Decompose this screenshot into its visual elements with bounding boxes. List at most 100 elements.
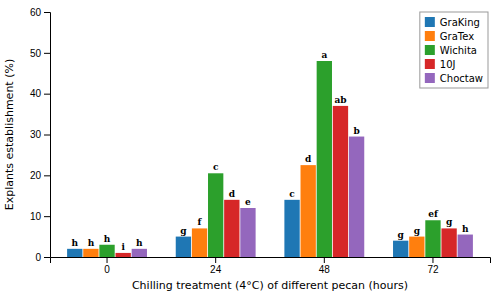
annotation: g bbox=[414, 226, 421, 236]
annotation: b bbox=[353, 126, 359, 136]
series bbox=[116, 106, 457, 257]
tick: 40 bbox=[30, 88, 50, 99]
tick: 20 bbox=[30, 170, 50, 181]
tick-mark bbox=[44, 257, 50, 258]
legend-swatch bbox=[425, 31, 435, 41]
tick-label: 24 bbox=[210, 264, 222, 275]
tick-label: 60 bbox=[30, 7, 42, 18]
annotation: i bbox=[121, 242, 125, 252]
bar bbox=[99, 245, 114, 257]
legend-swatch bbox=[425, 45, 435, 55]
legend: GraKing GraTex Wichita 10J Choctaw bbox=[420, 12, 488, 88]
bars bbox=[67, 61, 473, 257]
bar bbox=[349, 137, 364, 257]
tick-mark bbox=[44, 53, 50, 54]
tick-label: 0 bbox=[35, 252, 41, 263]
legend-item: GraTex bbox=[425, 31, 474, 42]
annotation: f bbox=[198, 217, 203, 227]
tick-label: 30 bbox=[30, 129, 42, 140]
bar bbox=[240, 208, 255, 257]
bar bbox=[176, 237, 191, 257]
tick-mark bbox=[44, 94, 50, 95]
tick: 50 bbox=[30, 48, 50, 59]
tick: 60 bbox=[30, 7, 50, 18]
chart: hgcghfdghcaefidabghebh010203040506002448… bbox=[0, 0, 500, 297]
annotation: h bbox=[88, 238, 95, 248]
bar bbox=[284, 200, 299, 257]
annotation: c bbox=[213, 162, 219, 172]
tick-mark bbox=[107, 257, 108, 263]
tick-label: 0 bbox=[104, 264, 110, 275]
annotation: e bbox=[245, 197, 251, 207]
legend-item: Choctaw bbox=[425, 73, 483, 84]
annotation: g bbox=[180, 226, 187, 236]
tick-mark bbox=[432, 257, 433, 263]
tick-label: 50 bbox=[30, 48, 42, 59]
legend-item: Wichita bbox=[425, 45, 477, 56]
annotation: g bbox=[398, 230, 405, 240]
tick: 48 bbox=[319, 257, 331, 275]
annotation: ef bbox=[428, 209, 439, 219]
bar bbox=[425, 220, 440, 257]
bar bbox=[317, 61, 332, 257]
annotation: g bbox=[446, 217, 453, 227]
annotation: d bbox=[305, 154, 312, 164]
bar bbox=[409, 237, 424, 257]
legend-frame bbox=[420, 12, 488, 88]
bar bbox=[132, 249, 147, 257]
annotations: hgcghfdghcaefidabghebh bbox=[71, 50, 468, 252]
y-axis-title: Explants establishment (%) bbox=[3, 59, 16, 210]
series bbox=[99, 61, 440, 257]
tick-label: 72 bbox=[427, 264, 439, 275]
legend-item: GraKing bbox=[425, 17, 480, 28]
legend-swatch bbox=[425, 59, 435, 69]
plot: hgcghfdghcaefidabghebh010203040506002448… bbox=[30, 7, 491, 275]
bar bbox=[333, 106, 348, 257]
tick-mark bbox=[44, 175, 50, 176]
tick-mark bbox=[215, 257, 216, 263]
legend-label: GraKing bbox=[440, 17, 480, 28]
annotation: d bbox=[229, 189, 236, 199]
legend-label: GraTex bbox=[440, 31, 474, 42]
annotation: h bbox=[71, 238, 78, 248]
bar bbox=[441, 228, 456, 257]
legend-swatch bbox=[425, 17, 435, 27]
series bbox=[83, 165, 424, 257]
bar bbox=[116, 253, 131, 257]
annotation: ab bbox=[334, 95, 346, 105]
tick: 0 bbox=[35, 252, 50, 263]
tick-label: 48 bbox=[319, 264, 331, 275]
bar bbox=[83, 249, 98, 257]
bar bbox=[67, 249, 82, 257]
bar bbox=[208, 173, 223, 257]
annotation: h bbox=[462, 224, 469, 234]
legend-item: 10J bbox=[425, 59, 456, 70]
y-axis: 0 10 20 30 40 50 60 bbox=[30, 7, 51, 263]
tick: 72 bbox=[427, 257, 439, 275]
bar bbox=[224, 200, 239, 257]
bar bbox=[458, 235, 473, 257]
legend-label: Wichita bbox=[440, 45, 477, 56]
legend-swatch bbox=[425, 73, 435, 83]
tick-label: 20 bbox=[30, 170, 42, 181]
annotation: h bbox=[104, 234, 111, 244]
tick-mark bbox=[44, 12, 50, 13]
x-axis-title: Chilling treatment (4°C) of different pe… bbox=[132, 279, 408, 292]
tick-mark bbox=[44, 216, 50, 217]
tick-mark bbox=[44, 135, 50, 136]
tick: 0 bbox=[104, 257, 110, 275]
tick: 30 bbox=[30, 129, 50, 140]
axis-line bbox=[51, 258, 491, 264]
annotation: a bbox=[321, 50, 327, 60]
annotation: h bbox=[136, 238, 143, 248]
series bbox=[132, 137, 473, 257]
tick-mark bbox=[324, 257, 325, 263]
tick-label: 10 bbox=[30, 211, 42, 222]
tick: 10 bbox=[30, 211, 50, 222]
bar bbox=[192, 228, 207, 257]
x-axis: 0 24 48 72 bbox=[51, 257, 491, 275]
legend-label: 10J bbox=[440, 59, 456, 70]
bar bbox=[393, 241, 408, 257]
annotation: c bbox=[289, 189, 295, 199]
tick: 24 bbox=[210, 257, 222, 275]
